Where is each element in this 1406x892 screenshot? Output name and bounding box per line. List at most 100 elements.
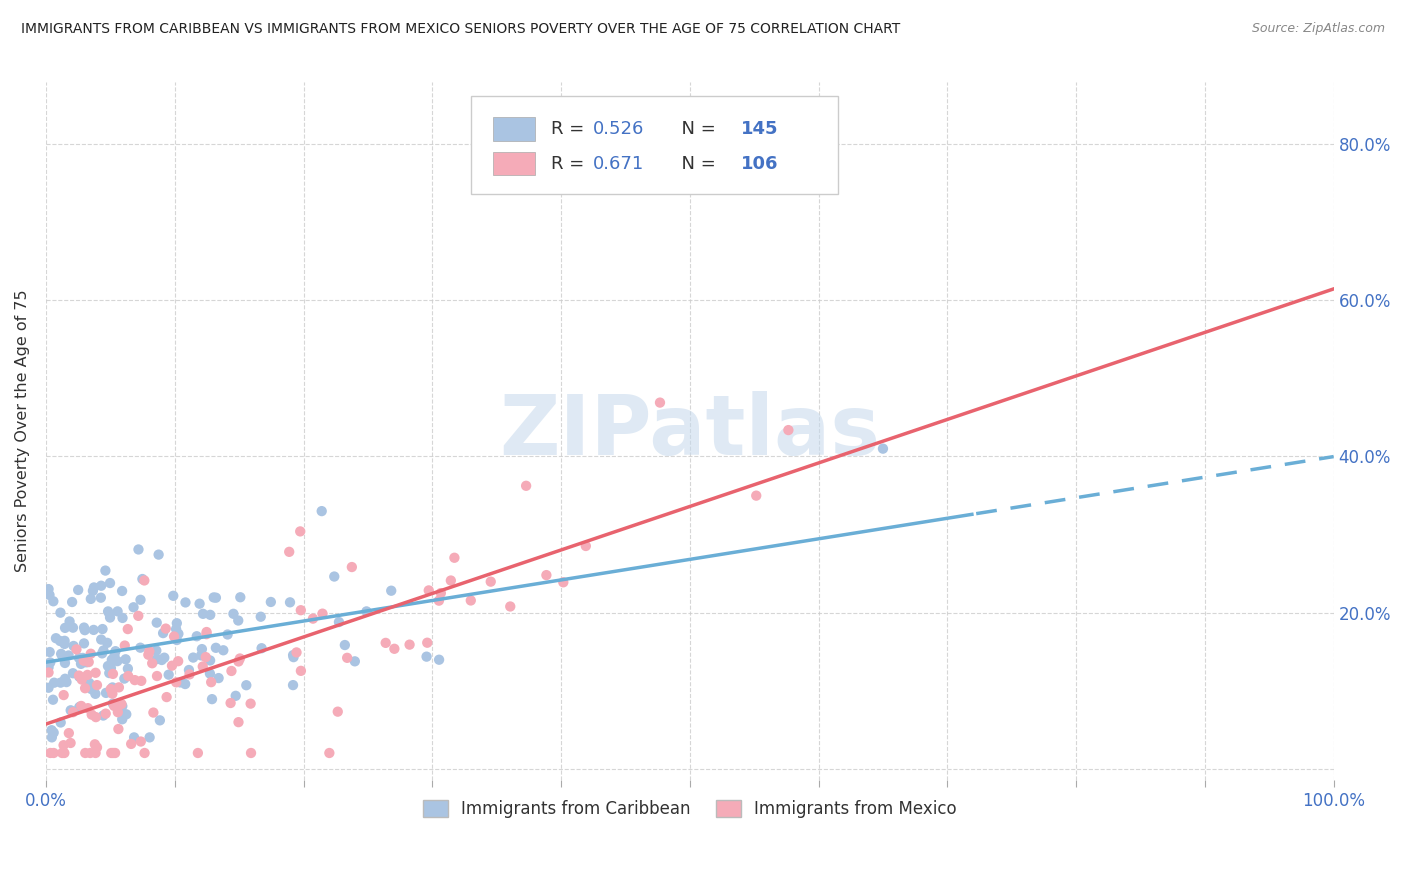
Point: [80, 591, 103, 606]
Point: [221, 664, 243, 678]
FancyBboxPatch shape: [492, 117, 536, 141]
Point: [145, 643, 167, 657]
Point: [146, 669, 169, 683]
Point: [82, 583, 104, 598]
Point: [129, 640, 152, 655]
Text: N =: N =: [671, 154, 723, 173]
Text: ZIPatlas: ZIPatlas: [499, 391, 880, 472]
Point: [75, 746, 97, 760]
Point: [212, 643, 235, 657]
Point: [278, 595, 301, 609]
Point: [328, 615, 350, 629]
Point: [90, 591, 112, 605]
Point: [62, 666, 84, 681]
Point: [111, 611, 134, 625]
Point: [250, 641, 273, 656]
Point: [169, 675, 191, 690]
Point: [149, 714, 172, 728]
Point: [499, 599, 522, 614]
Point: [77, 701, 100, 715]
Point: [101, 653, 124, 667]
Point: [101, 666, 124, 681]
Point: [55, 675, 77, 690]
Point: [323, 569, 346, 583]
Point: [73, 636, 96, 650]
Text: 145: 145: [741, 120, 779, 137]
Point: [249, 609, 271, 624]
Point: [194, 650, 217, 665]
Point: [536, 568, 558, 582]
Point: [190, 648, 212, 663]
Point: [91, 647, 114, 661]
Point: [86, 678, 108, 692]
Point: [98, 610, 121, 624]
Point: [138, 644, 160, 658]
Point: [290, 664, 312, 678]
Point: [80, 707, 103, 722]
Point: [226, 614, 249, 628]
Point: [80, 647, 103, 661]
Point: [53, 672, 76, 686]
Point: [239, 697, 262, 711]
Point: [117, 622, 139, 636]
Point: [167, 654, 190, 668]
Point: [166, 632, 188, 647]
Point: [53, 746, 76, 760]
Point: [290, 524, 312, 539]
Point: [49, 606, 72, 620]
Point: [70, 657, 93, 671]
Point: [83, 623, 105, 637]
Point: [200, 607, 222, 622]
Point: [311, 607, 333, 621]
Point: [302, 612, 325, 626]
Point: [62, 639, 84, 653]
Point: [38, 582, 60, 596]
Point: [229, 651, 252, 665]
Point: [77, 655, 100, 669]
Point: [648, 395, 671, 409]
Point: [103, 648, 125, 663]
Point: [84, 746, 107, 760]
Point: [283, 650, 305, 665]
Point: [49, 675, 72, 690]
Point: [374, 636, 396, 650]
Point: [146, 652, 169, 666]
Point: [42, 725, 65, 739]
Point: [59, 703, 82, 717]
Point: [122, 600, 145, 615]
Point: [70, 698, 93, 713]
Point: [38, 645, 60, 659]
Point: [38, 681, 60, 695]
Point: [110, 697, 132, 711]
Point: [38, 588, 60, 602]
Point: [181, 650, 204, 665]
Point: [100, 661, 122, 675]
Point: [101, 746, 124, 760]
Point: [94, 686, 117, 700]
Point: [141, 657, 163, 671]
Point: [418, 583, 440, 598]
Point: [281, 648, 304, 662]
Point: [134, 574, 156, 588]
Point: [219, 696, 242, 710]
Point: [778, 423, 800, 437]
Point: [70, 673, 93, 687]
Point: [142, 706, 165, 720]
Point: [198, 653, 221, 667]
Point: [134, 746, 156, 760]
Point: [191, 642, 214, 657]
Point: [260, 595, 283, 609]
Text: 106: 106: [741, 154, 779, 173]
Point: [129, 734, 152, 748]
Point: [148, 548, 170, 562]
Point: [120, 737, 142, 751]
Point: [165, 675, 187, 690]
Point: [72, 651, 94, 665]
Point: [45, 631, 67, 645]
Point: [105, 654, 128, 668]
Point: [62, 621, 84, 635]
Point: [127, 542, 149, 557]
Point: [163, 630, 186, 644]
Point: [553, 575, 575, 590]
Point: [59, 736, 82, 750]
